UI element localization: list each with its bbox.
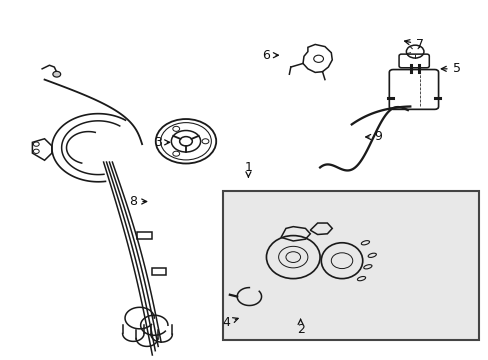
Text: 2: 2	[296, 319, 304, 336]
Text: 5: 5	[440, 62, 460, 75]
Bar	[222, 191, 478, 339]
Bar	[137, 232, 152, 239]
Bar	[152, 268, 166, 275]
Text: 4: 4	[222, 316, 238, 329]
Text: 3: 3	[153, 136, 169, 149]
Text: 7: 7	[404, 38, 423, 51]
Circle shape	[53, 71, 61, 77]
Text: 1: 1	[244, 161, 252, 177]
Text: 9: 9	[365, 130, 382, 144]
Text: 6: 6	[262, 49, 278, 62]
Text: 8: 8	[129, 195, 146, 208]
